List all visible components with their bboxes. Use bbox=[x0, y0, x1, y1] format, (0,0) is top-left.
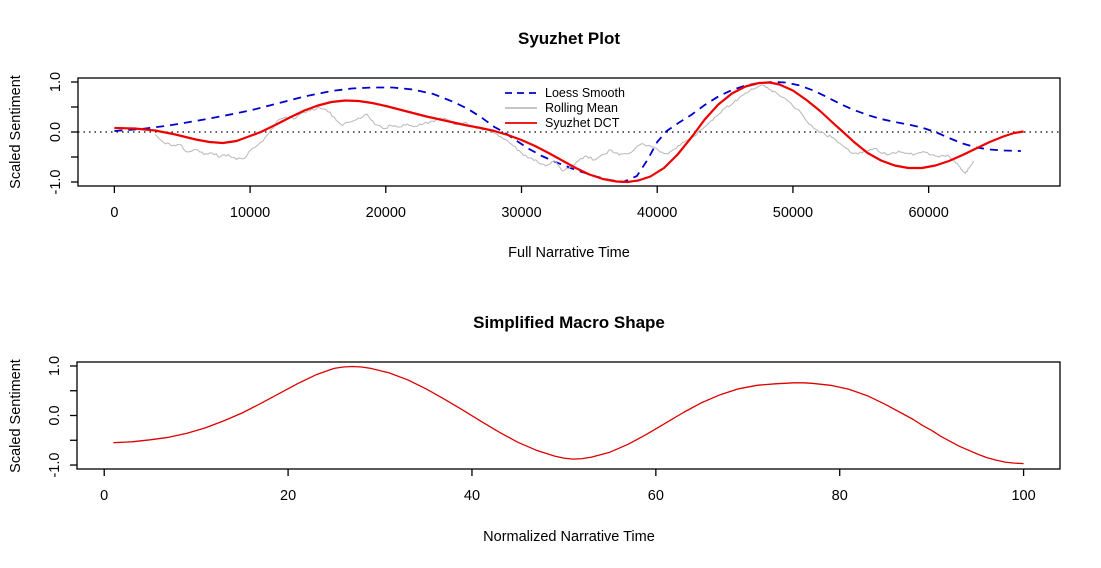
series-line-loess-smooth bbox=[114, 81, 1021, 183]
x-tick-label: 60 bbox=[648, 488, 664, 504]
bottom-chart-yaxis-label: Scaled Sentiment bbox=[8, 359, 24, 473]
legend-label: Loess Smooth bbox=[545, 86, 625, 100]
top-plot-area: 0 10000 20000 30000 40000 50000 60000 1.0 0.0 -1.… bbox=[48, 72, 1061, 221]
top-chart-title: Syuzhet Plot bbox=[518, 29, 620, 48]
bottom-chart-xaxis-label: Normalized Narrative Time bbox=[483, 529, 655, 545]
series-line-rolling-mean bbox=[154, 84, 974, 175]
y-tick-label: 0.0 bbox=[47, 405, 63, 425]
x-tick-label: 0 bbox=[100, 488, 108, 504]
legend-label: Rolling Mean bbox=[545, 101, 618, 115]
x-tick-label: 0 bbox=[110, 205, 118, 221]
x-tick-label: 50000 bbox=[773, 205, 813, 221]
y-tick-label: -1.0 bbox=[47, 453, 63, 478]
x-tick-label: 100 bbox=[1011, 488, 1035, 504]
x-tick-label: 60000 bbox=[908, 205, 948, 221]
top-chart-yaxis-label: Scaled Sentiment bbox=[8, 75, 24, 189]
bottom-chart-title: Simplified Macro Shape bbox=[473, 313, 665, 332]
y-tick-label: -1.0 bbox=[48, 170, 64, 195]
plot-box bbox=[76, 361, 1061, 470]
x-tick-label: 10000 bbox=[230, 205, 270, 221]
series-line-macro-shape bbox=[113, 365, 1024, 465]
x-tick-label: 40 bbox=[464, 488, 480, 504]
y-tick-label: 1.0 bbox=[48, 72, 64, 92]
series-line-syuzhet-dct bbox=[114, 81, 1024, 184]
y-tick-label: 0.0 bbox=[48, 122, 64, 142]
x-tick-label: 80 bbox=[832, 488, 848, 504]
x-tick-label: 20000 bbox=[366, 205, 406, 221]
x-tick-label: 30000 bbox=[501, 205, 541, 221]
legend-label: Syuzhet DCT bbox=[545, 116, 620, 130]
bottom-plot-area: 0 20 40 60 80 100 1.0 0.0 -1.0 bbox=[47, 356, 1061, 504]
top-chart-xaxis-label: Full Narrative Time bbox=[508, 245, 630, 261]
y-tick-label: 1.0 bbox=[47, 356, 63, 376]
x-tick-label: 40000 bbox=[637, 205, 677, 221]
x-tick-label: 20 bbox=[280, 488, 296, 504]
